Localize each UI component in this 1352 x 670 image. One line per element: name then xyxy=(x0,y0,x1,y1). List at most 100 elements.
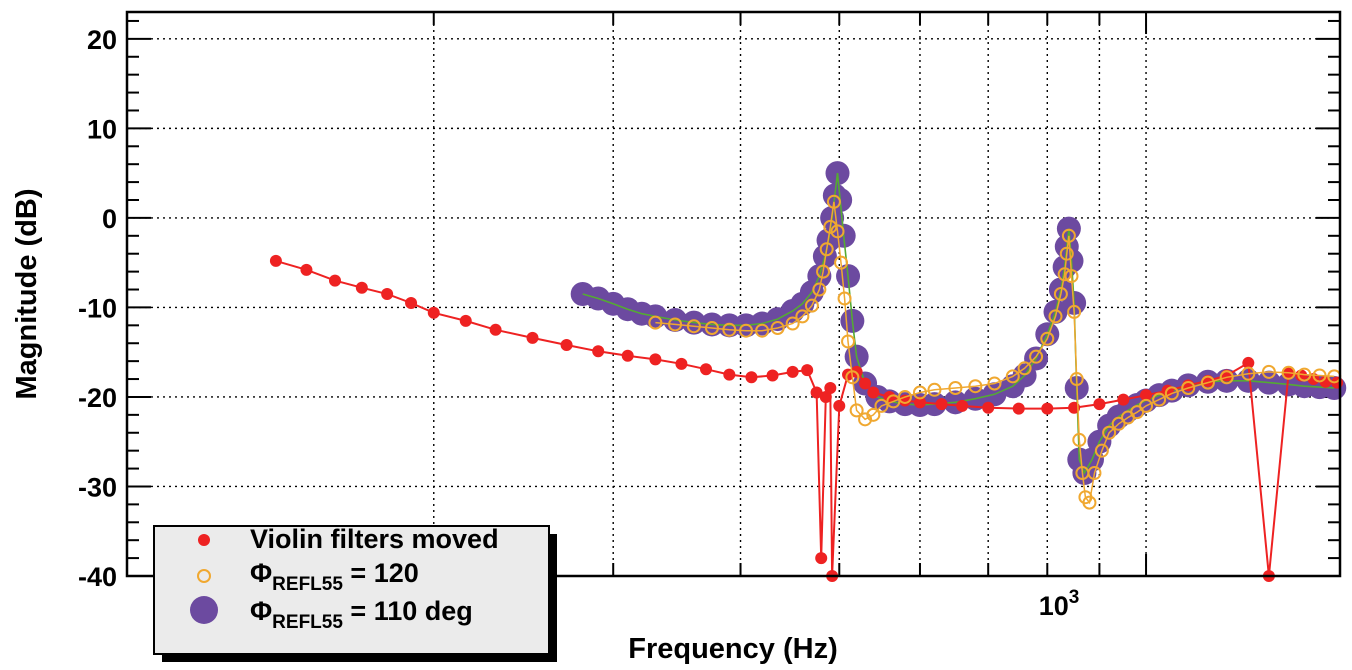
red-point xyxy=(621,349,634,362)
red-point xyxy=(560,339,573,352)
red-point xyxy=(786,365,799,378)
orange-point xyxy=(845,370,860,385)
orange-point xyxy=(841,334,856,349)
red-point xyxy=(649,353,662,366)
red-point xyxy=(824,382,837,394)
red-point xyxy=(526,331,539,344)
red-point xyxy=(1117,393,1130,406)
red-point xyxy=(1093,398,1106,411)
legend-marker-purple xyxy=(190,596,218,624)
legend-label-0: Violin filters moved xyxy=(250,524,499,554)
red-point xyxy=(489,323,502,336)
red-point xyxy=(833,399,846,412)
red-point xyxy=(1012,402,1025,415)
orange-point xyxy=(866,407,881,422)
red-point xyxy=(675,357,688,370)
orange-point xyxy=(948,381,963,395)
red-point xyxy=(592,345,605,358)
orange-point xyxy=(1181,381,1196,395)
red-point xyxy=(700,363,713,376)
orange-point xyxy=(1017,361,1032,376)
red-point xyxy=(935,398,948,411)
red-point xyxy=(355,281,368,294)
red-point xyxy=(300,263,313,276)
purple-series-line xyxy=(582,173,1335,475)
orange-point xyxy=(648,315,663,330)
y-tick-labels: 20 10 0 -10 -20 -30 -40 xyxy=(78,25,117,592)
orange-point xyxy=(987,376,1002,391)
y-tick-label: -10 xyxy=(78,293,117,323)
x-axis-label: Frequency (Hz) xyxy=(628,633,837,665)
orange-point xyxy=(1152,392,1167,407)
orange-point xyxy=(849,403,864,418)
orange-point xyxy=(1048,309,1063,324)
orange-point xyxy=(1102,425,1117,440)
red-point xyxy=(381,288,394,300)
orange-series-line xyxy=(655,201,1335,505)
orange-point xyxy=(1067,304,1082,319)
axis-ticks xyxy=(127,12,1340,577)
orange-point xyxy=(886,394,901,409)
orange-point xyxy=(739,323,754,338)
plot-frame xyxy=(125,10,1342,578)
orange-point xyxy=(1053,287,1068,301)
orange-point xyxy=(830,224,845,239)
orange-point xyxy=(785,316,800,331)
orange-point xyxy=(1200,375,1215,390)
red-point xyxy=(956,399,969,412)
red-point xyxy=(982,401,995,414)
red-point xyxy=(867,386,880,399)
orange-point xyxy=(1297,367,1312,382)
x-tick-exponent: 3 xyxy=(1069,587,1080,608)
y-tick-label: 10 xyxy=(87,114,117,144)
red-point xyxy=(1140,389,1153,402)
red-point xyxy=(269,254,282,267)
orange-point xyxy=(1059,246,1074,261)
orange-point xyxy=(834,255,849,270)
red-point xyxy=(766,369,779,382)
orange-point xyxy=(1219,370,1234,385)
red-point xyxy=(859,377,872,390)
legend-marker-red xyxy=(198,534,210,546)
orange-point xyxy=(812,282,827,297)
orange-point xyxy=(1064,269,1079,284)
orange-point xyxy=(1057,267,1072,282)
red-point xyxy=(815,552,828,565)
y-tick-label: 20 xyxy=(87,25,117,55)
red-point xyxy=(723,368,736,381)
orange-point xyxy=(804,298,819,313)
red-point xyxy=(459,314,472,327)
series-layer xyxy=(269,161,1347,582)
orange-point xyxy=(1261,364,1276,379)
orange-point xyxy=(819,242,834,257)
orange-point xyxy=(897,389,912,404)
red-point xyxy=(913,396,926,409)
orange-point xyxy=(1072,432,1087,447)
red-point xyxy=(819,390,832,403)
y-tick-label: -30 xyxy=(78,472,117,502)
orange-point xyxy=(1312,368,1327,383)
orange-point xyxy=(1139,398,1154,413)
orange-point xyxy=(1005,369,1020,384)
legend-marker-orange xyxy=(197,569,211,583)
orange-point xyxy=(1061,228,1076,243)
red-point xyxy=(405,296,418,309)
orange-point xyxy=(668,317,683,332)
y-axis-label: Magnitude (dB) xyxy=(11,188,43,399)
orange-point xyxy=(1087,466,1102,481)
orange-point xyxy=(1241,366,1256,381)
orange-point xyxy=(1040,331,1055,346)
orange-point xyxy=(927,382,942,397)
orange-point xyxy=(912,385,927,400)
orange-point xyxy=(837,291,852,306)
red-point xyxy=(745,371,758,384)
orange-point xyxy=(874,398,889,413)
orange-point xyxy=(1111,416,1126,431)
orange-point xyxy=(722,322,737,337)
orange-point xyxy=(1082,495,1097,510)
red-point xyxy=(329,274,342,287)
orange-point xyxy=(968,379,983,394)
y-tick-label: 0 xyxy=(102,204,117,234)
